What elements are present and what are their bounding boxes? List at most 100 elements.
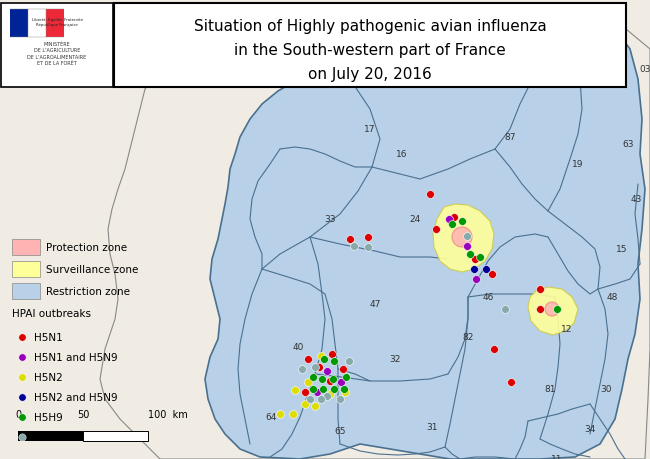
Text: 16: 16	[396, 150, 408, 159]
Point	[457, 218, 467, 225]
Point	[489, 346, 499, 353]
Polygon shape	[433, 205, 494, 272]
Point	[487, 271, 497, 278]
Point	[303, 356, 313, 363]
Point	[17, 334, 27, 341]
Text: Situation of Highly pathogenic avian influenza: Situation of Highly pathogenic avian inf…	[194, 18, 547, 34]
Point	[470, 256, 480, 263]
Point	[481, 266, 491, 273]
Point	[305, 396, 315, 403]
Text: H5N2: H5N2	[34, 372, 63, 382]
Text: 63: 63	[622, 140, 634, 149]
Bar	[12, 240, 40, 256]
Point	[431, 226, 441, 233]
Text: Restriction zone: Restriction zone	[46, 286, 130, 297]
Point	[474, 254, 485, 261]
Point	[535, 285, 545, 293]
Point	[275, 410, 285, 418]
Point	[471, 276, 481, 283]
Text: 85: 85	[414, 28, 426, 36]
Point	[340, 388, 350, 396]
Text: 24: 24	[410, 215, 421, 224]
Point	[312, 388, 322, 396]
Point	[327, 351, 337, 358]
Text: 64: 64	[265, 413, 277, 421]
Point	[329, 358, 339, 365]
Bar	[10, 10, 28, 38]
Text: 87: 87	[504, 133, 515, 142]
Point	[297, 365, 307, 373]
Point	[335, 396, 345, 403]
Text: H5N1: H5N1	[34, 332, 63, 342]
Bar	[83, 431, 148, 441]
Point	[303, 379, 313, 386]
Text: 34: 34	[584, 425, 595, 434]
Point	[318, 356, 329, 363]
Point	[462, 233, 472, 240]
Bar	[12, 283, 40, 299]
Point	[447, 221, 457, 228]
Point	[317, 375, 327, 383]
Text: Liberté, Égalité, Fraternité
République Française: Liberté, Égalité, Fraternité République …	[31, 17, 83, 27]
Point	[325, 377, 335, 385]
Point	[444, 216, 454, 223]
Point	[469, 266, 479, 273]
Point	[448, 214, 459, 221]
Text: 19: 19	[572, 160, 584, 169]
Point	[308, 386, 318, 393]
Point	[344, 358, 354, 365]
Text: 50: 50	[77, 409, 89, 419]
Point	[308, 374, 318, 381]
Text: 65: 65	[334, 426, 346, 436]
Text: H5N1 and H5N9: H5N1 and H5N9	[34, 352, 118, 362]
Point	[322, 368, 332, 375]
Text: 11: 11	[551, 454, 563, 459]
Bar	[18, 431, 83, 441]
Text: 46: 46	[482, 293, 494, 302]
Text: on July 20, 2016: on July 20, 2016	[308, 67, 432, 81]
Point	[363, 244, 373, 251]
Text: 17: 17	[364, 125, 376, 134]
Point	[17, 414, 27, 421]
Bar	[12, 262, 40, 277]
Point	[288, 410, 298, 418]
Text: 32: 32	[389, 355, 400, 364]
FancyBboxPatch shape	[1, 4, 113, 88]
Point	[17, 374, 27, 381]
Text: 31: 31	[426, 423, 437, 431]
Text: 03: 03	[639, 65, 650, 74]
Point	[462, 243, 472, 250]
Point	[325, 391, 335, 398]
Polygon shape	[205, 18, 645, 459]
Point	[314, 364, 324, 371]
Text: 12: 12	[562, 325, 573, 334]
Text: HPAI outbreaks: HPAI outbreaks	[12, 308, 91, 318]
Text: MINISTÈRE
DE L'AGRICULTURE
DE L'AGROALIMENTAIRE
ET DE LA FORÊT: MINISTÈRE DE L'AGRICULTURE DE L'AGROALIM…	[27, 41, 86, 67]
Text: 15: 15	[616, 245, 628, 254]
Point	[310, 403, 320, 410]
Text: 0: 0	[15, 409, 21, 419]
Text: 40: 40	[292, 343, 304, 352]
Text: 36: 36	[538, 28, 549, 36]
Text: 23: 23	[584, 75, 595, 84]
Point	[506, 379, 516, 386]
Point	[17, 393, 27, 401]
FancyBboxPatch shape	[114, 4, 626, 88]
Text: in the South-western part of France: in the South-western part of France	[234, 42, 506, 57]
Point	[300, 388, 310, 396]
Point	[310, 364, 320, 371]
Point	[316, 353, 326, 360]
Text: 48: 48	[606, 293, 618, 302]
Point	[341, 374, 351, 381]
Point	[316, 396, 326, 403]
Point	[344, 236, 355, 243]
Point	[552, 306, 562, 313]
Point	[349, 243, 359, 250]
Text: H5N2 and H5N9: H5N2 and H5N9	[34, 392, 118, 402]
Point	[425, 191, 436, 198]
Point	[465, 251, 475, 258]
Text: HP H5: HP H5	[34, 432, 66, 442]
Bar	[46, 10, 64, 38]
Ellipse shape	[545, 302, 559, 316]
Text: 82: 82	[462, 333, 474, 342]
